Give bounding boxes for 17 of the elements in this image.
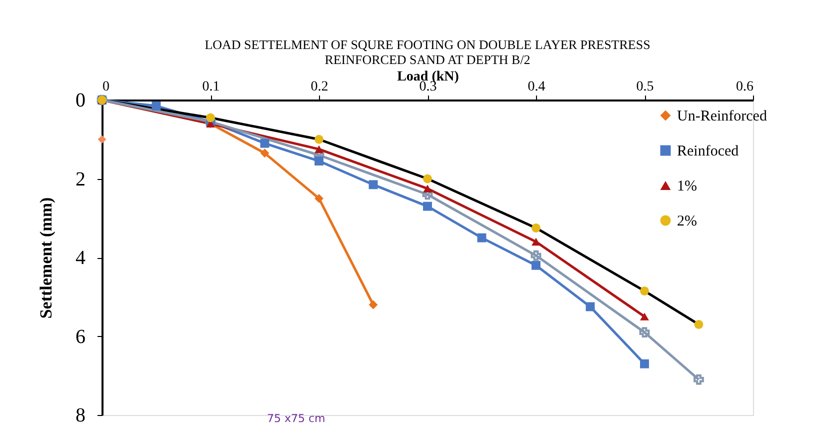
y-axis-title: Settlement (mm) (36, 197, 56, 319)
legend-label: Reinfoced (677, 144, 740, 160)
x-tick-label: 0 (102, 80, 110, 94)
y-tick-label: 2 (76, 168, 86, 190)
y-tick-label: 4 (76, 247, 86, 269)
y-tick-label: 8 (76, 404, 86, 423)
x-tick-label: 0.5 (636, 80, 654, 94)
chart-title: LOAD SETTELMENT OF SQURE FOOTING ON DOUBLE LAYER PRESTRESS REINFORCED SAND AT DEPTH B/2 (204, 37, 650, 67)
annotation: 75 x75 cm (267, 412, 326, 423)
legend-label: 1% (677, 178, 697, 194)
legend-label: 2% (677, 214, 697, 230)
y-tick-label: 6 (76, 326, 86, 348)
x-tick-label: 0.1 (202, 80, 220, 94)
x-tick-label: 0.2 (310, 80, 328, 94)
x-tick-label: 0.6 (736, 80, 754, 94)
legend-label: Un-Reinforced (677, 108, 768, 124)
x-tick-label: 0.4 (528, 80, 546, 94)
